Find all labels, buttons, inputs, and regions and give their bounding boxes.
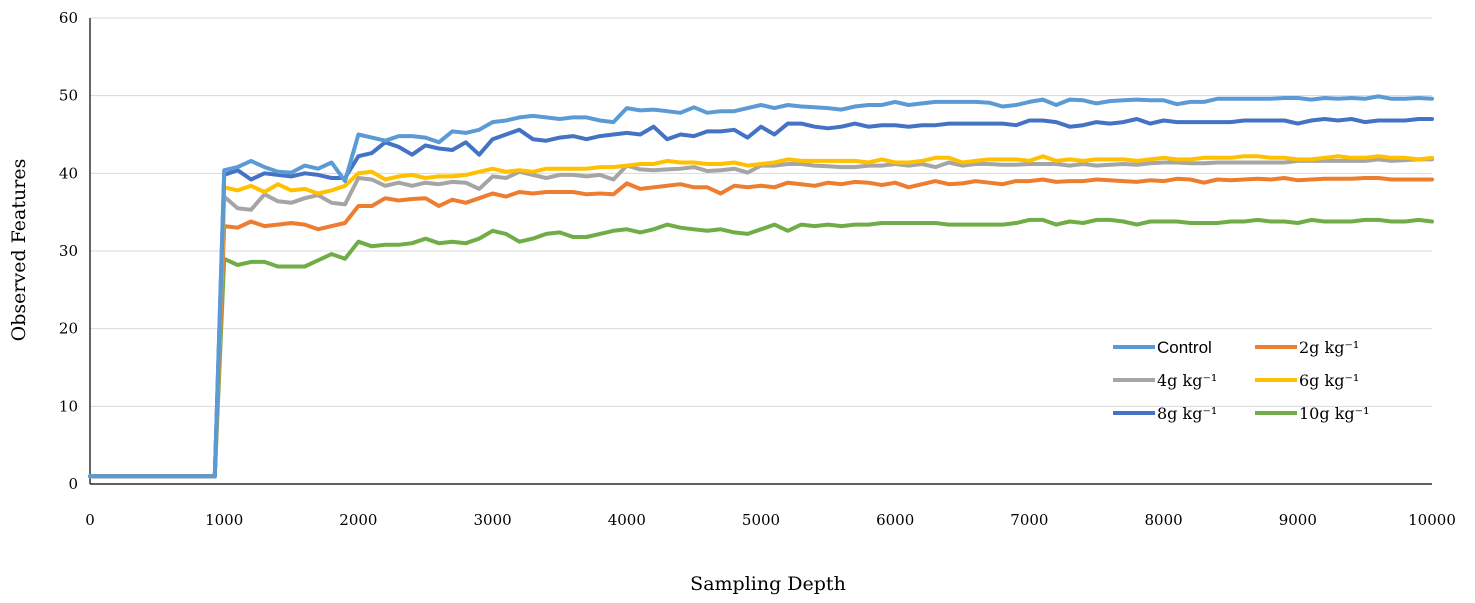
x-tick-label: 7000 bbox=[1010, 511, 1048, 529]
y-tick-label: 50 bbox=[59, 87, 78, 105]
x-axis-title: Sampling Depth bbox=[690, 573, 846, 595]
legend-label: 4g kg⁻¹ bbox=[1157, 371, 1217, 390]
x-tick-label: 6000 bbox=[876, 511, 914, 529]
gridlines bbox=[90, 17, 1432, 407]
legend-entry-4g: 4g kg⁻¹ bbox=[1113, 371, 1217, 390]
y-tick-label: 60 bbox=[59, 9, 78, 27]
y-tick-label: 30 bbox=[59, 242, 78, 260]
legend-entry-10g: 10g kg⁻¹ bbox=[1255, 404, 1369, 423]
series-line-Control bbox=[88, 94, 1434, 479]
axes bbox=[89, 18, 1432, 485]
x-tick-label: 0 bbox=[85, 511, 95, 529]
series-lines bbox=[88, 94, 1434, 479]
y-tick-labels: 0 10 20 30 40 50 60 bbox=[59, 9, 78, 493]
x-tick-label: 4000 bbox=[608, 511, 646, 529]
legend-label: Control bbox=[1157, 338, 1212, 357]
y-axis-title: Observed Features bbox=[8, 159, 30, 342]
x-tick-label: 5000 bbox=[742, 511, 780, 529]
legend-entry-8g: 8g kg⁻¹ bbox=[1113, 404, 1217, 423]
legend-entry-2g: 2g kg⁻¹ bbox=[1255, 338, 1359, 357]
legend-entry-Control: Control bbox=[1113, 338, 1212, 357]
legend-label: 10g kg⁻¹ bbox=[1299, 404, 1369, 423]
x-tick-label: 1000 bbox=[205, 511, 243, 529]
y-tick-label: 20 bbox=[59, 320, 78, 338]
series-line-10g bbox=[88, 217, 1434, 479]
y-tick-label: 40 bbox=[59, 164, 78, 182]
series-line-2g bbox=[88, 176, 1434, 479]
y-tick-label: 0 bbox=[68, 475, 78, 493]
y-tick-label: 10 bbox=[59, 397, 78, 415]
legend-label: 2g kg⁻¹ bbox=[1299, 338, 1359, 357]
legend-label: 8g kg⁻¹ bbox=[1157, 404, 1217, 423]
series-line-4g bbox=[88, 157, 1434, 479]
legend: Control 2g kg⁻¹ 4g kg⁻¹ 6g kg⁻¹ 8g kg⁻¹ 10g k… bbox=[1113, 338, 1369, 423]
x-tick-labels: 0 1000 2000 3000 4000 5000 6000 7000 8000 9000 100… bbox=[85, 511, 1456, 529]
x-tick-label: 10000 bbox=[1408, 511, 1456, 529]
x-tick-label: 2000 bbox=[339, 511, 377, 529]
x-tick-label: 8000 bbox=[1145, 511, 1183, 529]
series-line-6g bbox=[88, 154, 1434, 479]
legend-label: 6g kg⁻¹ bbox=[1299, 371, 1359, 390]
x-tick-label: 3000 bbox=[474, 511, 512, 529]
x-tick-label: 9000 bbox=[1279, 511, 1317, 529]
series-line-8g bbox=[88, 117, 1434, 479]
legend-entry-6g: 6g kg⁻¹ bbox=[1255, 371, 1359, 390]
